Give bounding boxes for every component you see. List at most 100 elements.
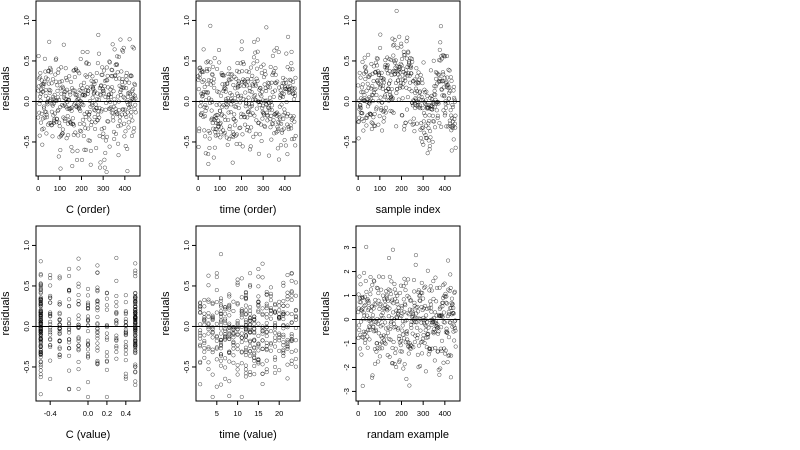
data-point <box>53 98 58 103</box>
data-point <box>268 342 273 347</box>
x-tick-label: 300 <box>417 184 430 193</box>
data-point <box>430 104 435 109</box>
data-point <box>427 147 432 152</box>
data-point <box>363 278 368 283</box>
data-point <box>233 104 238 109</box>
data-point <box>256 343 261 348</box>
data-point <box>132 126 137 131</box>
data-point <box>202 346 207 351</box>
data-point <box>231 82 236 88</box>
data-point <box>67 297 72 302</box>
data-point <box>418 73 423 78</box>
data-point <box>116 124 121 129</box>
x-axis-label: sample index <box>376 204 441 216</box>
data-point <box>256 321 261 326</box>
data-point <box>49 123 54 128</box>
data-point <box>246 101 251 106</box>
data-point <box>277 299 282 304</box>
data-point <box>133 274 138 279</box>
data-point <box>223 117 228 122</box>
data-point <box>127 37 132 42</box>
data-point <box>208 60 213 65</box>
data-point <box>361 329 366 334</box>
data-point <box>447 68 452 73</box>
data-point <box>265 113 270 118</box>
x-tick-label: 0.0 <box>83 409 93 418</box>
data-point <box>281 312 286 317</box>
data-point <box>202 84 207 89</box>
data-point <box>273 88 278 93</box>
data-point <box>114 336 119 341</box>
data-point <box>218 353 223 358</box>
data-point <box>202 78 207 83</box>
data-point <box>38 325 43 330</box>
data-point <box>428 284 433 289</box>
data-point <box>225 81 230 86</box>
data-point <box>243 363 248 368</box>
data-point <box>85 303 91 308</box>
data-point <box>86 126 91 131</box>
data-point <box>362 270 367 275</box>
data-point <box>409 65 414 70</box>
data-point <box>239 361 244 366</box>
data-point <box>36 84 41 89</box>
data-point <box>260 261 265 266</box>
data-point <box>430 139 435 144</box>
data-point <box>129 133 135 138</box>
data-point <box>59 79 64 84</box>
data-point <box>239 295 244 300</box>
data-point <box>430 346 435 351</box>
data-point <box>277 308 282 313</box>
data-point <box>57 329 62 334</box>
data-point <box>95 315 100 320</box>
data-point <box>293 315 298 320</box>
data-point <box>206 367 211 372</box>
data-point <box>433 320 438 325</box>
data-point <box>65 78 70 83</box>
data-point <box>85 323 91 328</box>
data-point <box>425 332 430 337</box>
data-point <box>409 298 414 303</box>
data-point <box>222 73 227 78</box>
data-point <box>227 313 232 318</box>
data-point <box>380 293 385 298</box>
data-point <box>97 115 102 120</box>
data-point <box>360 294 365 299</box>
data-point <box>425 151 430 156</box>
data-point <box>214 271 219 276</box>
data-point <box>231 343 236 348</box>
data-point <box>78 108 83 113</box>
data-point <box>235 280 240 285</box>
data-point <box>245 115 250 120</box>
data-point <box>38 392 43 397</box>
data-point <box>436 72 441 77</box>
data-point <box>197 126 202 131</box>
data-point <box>115 111 120 116</box>
data-point <box>101 68 106 73</box>
data-point <box>422 130 427 135</box>
data-point <box>248 147 253 152</box>
data-point <box>426 352 431 357</box>
data-point <box>449 353 454 358</box>
data-point <box>446 258 451 263</box>
data-point <box>444 301 450 306</box>
data-point <box>274 46 279 51</box>
x-tick-label: 0 <box>356 184 360 193</box>
data-point <box>362 55 367 60</box>
data-point <box>38 307 43 312</box>
data-point <box>57 345 62 350</box>
data-point <box>450 126 455 131</box>
data-point <box>218 340 223 345</box>
data-point <box>445 360 450 365</box>
data-point <box>264 292 269 297</box>
data-point <box>275 124 280 129</box>
data-point <box>388 78 393 83</box>
data-point <box>104 296 109 301</box>
data-point <box>256 302 261 307</box>
data-point <box>261 62 266 67</box>
data-point <box>133 102 138 107</box>
data-point <box>444 294 449 299</box>
data-point <box>281 334 286 339</box>
data-point <box>64 96 69 101</box>
data-point <box>429 288 434 293</box>
